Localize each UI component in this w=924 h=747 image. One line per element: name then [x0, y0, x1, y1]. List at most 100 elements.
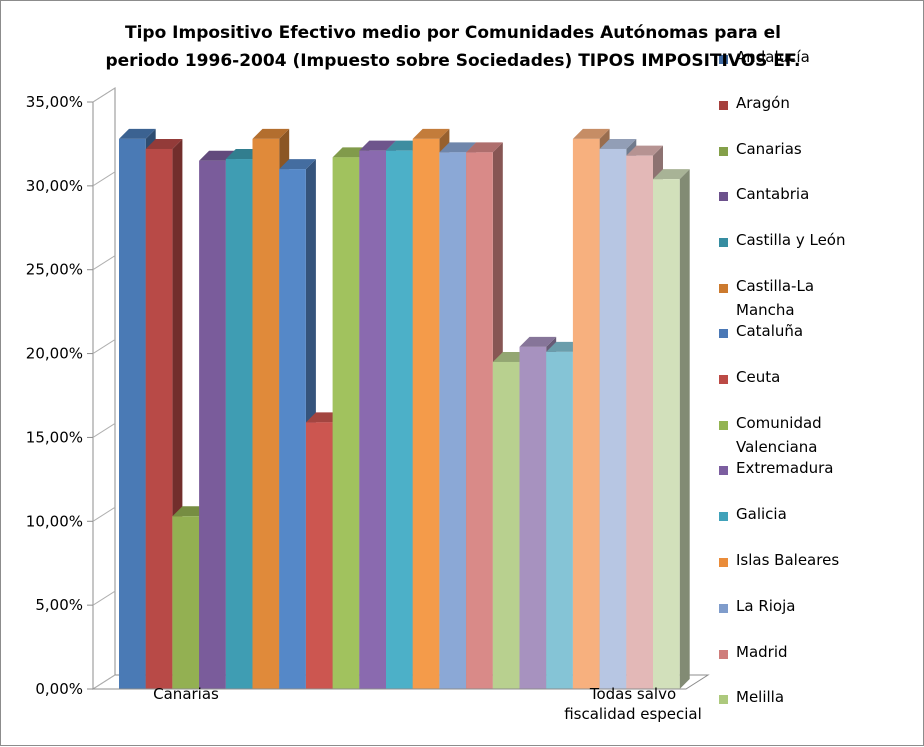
- bar-front: [252, 138, 280, 689]
- legend-swatch: [719, 284, 728, 293]
- legend-swatch: [719, 466, 728, 475]
- x-axis: Canarias Todas salvo fiscalidad especial: [93, 685, 702, 723]
- bar-top: [439, 142, 477, 153]
- y-grid-diagonal: [92, 506, 116, 522]
- legend-label: Castilla-La: [736, 277, 814, 295]
- legend-item-islas-baleares: Islas Baleares: [719, 551, 839, 569]
- bar-front: [412, 138, 440, 689]
- legend-swatch: [719, 55, 728, 64]
- legend-label: Valenciana: [736, 438, 818, 456]
- legend-swatch: [719, 421, 728, 430]
- bar-top: [145, 138, 183, 149]
- bar-front: [546, 351, 573, 689]
- bar-top: [626, 145, 663, 156]
- legend-label: Andalucía: [736, 48, 810, 66]
- y-grid-diagonal: [92, 339, 116, 354]
- bar-top: [279, 159, 316, 170]
- legend-label: Mancha: [736, 301, 795, 319]
- legend-item-cantabria: Cantabria: [719, 185, 809, 203]
- legend-swatch: [719, 604, 728, 613]
- bar-front: [119, 138, 146, 689]
- legend-label: Aragón: [736, 94, 790, 112]
- legend-label: Galicia: [736, 505, 787, 523]
- legend-swatch: [719, 375, 728, 384]
- y-grid-diagonal: [92, 590, 116, 606]
- legend-swatch: [719, 650, 728, 659]
- y-tick-label: 15,00%: [26, 428, 83, 446]
- legend-item-comunidad-valenciana: Comunidad Valenciana: [719, 414, 822, 456]
- bar-front: [145, 148, 173, 689]
- legend-label: Islas Baleares: [736, 551, 839, 569]
- y-grid-diagonal: [92, 171, 116, 187]
- legend-item-castilla-y-le-n: Castilla y León: [719, 231, 845, 249]
- y-tick-label: 5,00%: [35, 596, 83, 614]
- legend-swatch: [719, 101, 728, 110]
- bar-catalu-a: [279, 159, 316, 690]
- bar-top: [653, 169, 690, 180]
- legend-swatch: [719, 192, 728, 201]
- bar-top: [359, 140, 396, 151]
- x-category-label: Canarias: [153, 685, 219, 703]
- bar-front: [386, 150, 413, 689]
- legend-label: Canarias: [736, 140, 802, 158]
- legend-label: Castilla y León: [736, 231, 845, 249]
- legend-label: Comunidad: [736, 414, 822, 432]
- y-axis: 0,00% 5,00% 10,00% 15,00% 20,00% 25,00% 30,00%…: [26, 87, 116, 698]
- chart-title-line: Tipo Impositivo Efectivo medio por Comun…: [125, 23, 781, 43]
- bar-front: [305, 422, 333, 689]
- y-grid-diagonal: [92, 674, 116, 690]
- legend: Andalucía Aragón Canarias Cantabria Castilla…: [719, 48, 845, 706]
- legend-label: Cantabria: [736, 185, 809, 203]
- y-tick-label: 25,00%: [26, 261, 83, 279]
- y-tick-label: 0,00%: [35, 680, 83, 698]
- legend-swatch: [719, 238, 728, 247]
- bar-front: [599, 148, 627, 689]
- legend-swatch: [719, 329, 728, 338]
- y-tick-label: 35,00%: [26, 93, 83, 111]
- legend-item-ceuta: Ceuta: [719, 368, 780, 386]
- bar-top: [466, 142, 503, 153]
- bar-top: [572, 128, 610, 139]
- bar-side: [679, 169, 690, 690]
- legend-item-catalu-a: Cataluña: [719, 322, 803, 340]
- legend-item-castilla-la-mancha: Castilla-La Mancha: [719, 277, 814, 319]
- bar-front: [359, 150, 386, 689]
- bar-top: [252, 128, 290, 139]
- side-wall: [92, 87, 116, 690]
- legend-swatch: [719, 512, 728, 521]
- y-grid-diagonal: [92, 423, 116, 438]
- legend-item-galicia: Galicia: [719, 505, 787, 523]
- legend-label: Cataluña: [736, 322, 803, 340]
- x-category-label: fiscalidad especial: [564, 705, 702, 723]
- legend-item-extremadura: Extremadura: [719, 459, 834, 477]
- legend-item-canarias: Canarias: [719, 140, 802, 158]
- bar-front: [492, 361, 520, 689]
- y-tick-label: 30,00%: [26, 177, 83, 195]
- bar-front: [466, 152, 493, 690]
- bar-top: [599, 138, 637, 149]
- bar-front: [626, 155, 653, 689]
- bar-front: [332, 157, 360, 690]
- legend-item-madrid: Madrid: [719, 643, 788, 661]
- chart-title-line: periodo 1996-2004 (Impuesto sobre Socied…: [105, 51, 800, 71]
- x-category-label: Todas salvo: [589, 685, 676, 703]
- bars: [119, 128, 690, 690]
- bar-front: [439, 152, 467, 690]
- legend-label: La Rioja: [736, 597, 795, 615]
- chart-title: Tipo Impositivo Efectivo medio por Comun…: [105, 23, 800, 71]
- bar-front: [199, 160, 226, 689]
- legend-label: Madrid: [736, 643, 788, 661]
- y-grid-diagonal: [92, 87, 116, 103]
- bar-front: [279, 169, 306, 690]
- legend-label: Extremadura: [736, 459, 834, 477]
- legend-swatch: [719, 558, 728, 567]
- bar-top: [412, 128, 450, 139]
- legend-swatch: [719, 695, 728, 704]
- legend-item-andaluc-a: Andalucía: [719, 48, 810, 66]
- bar-front: [519, 346, 547, 689]
- bar-melilla: [653, 169, 690, 690]
- bar-front: [572, 138, 600, 689]
- legend-label: Ceuta: [736, 368, 780, 386]
